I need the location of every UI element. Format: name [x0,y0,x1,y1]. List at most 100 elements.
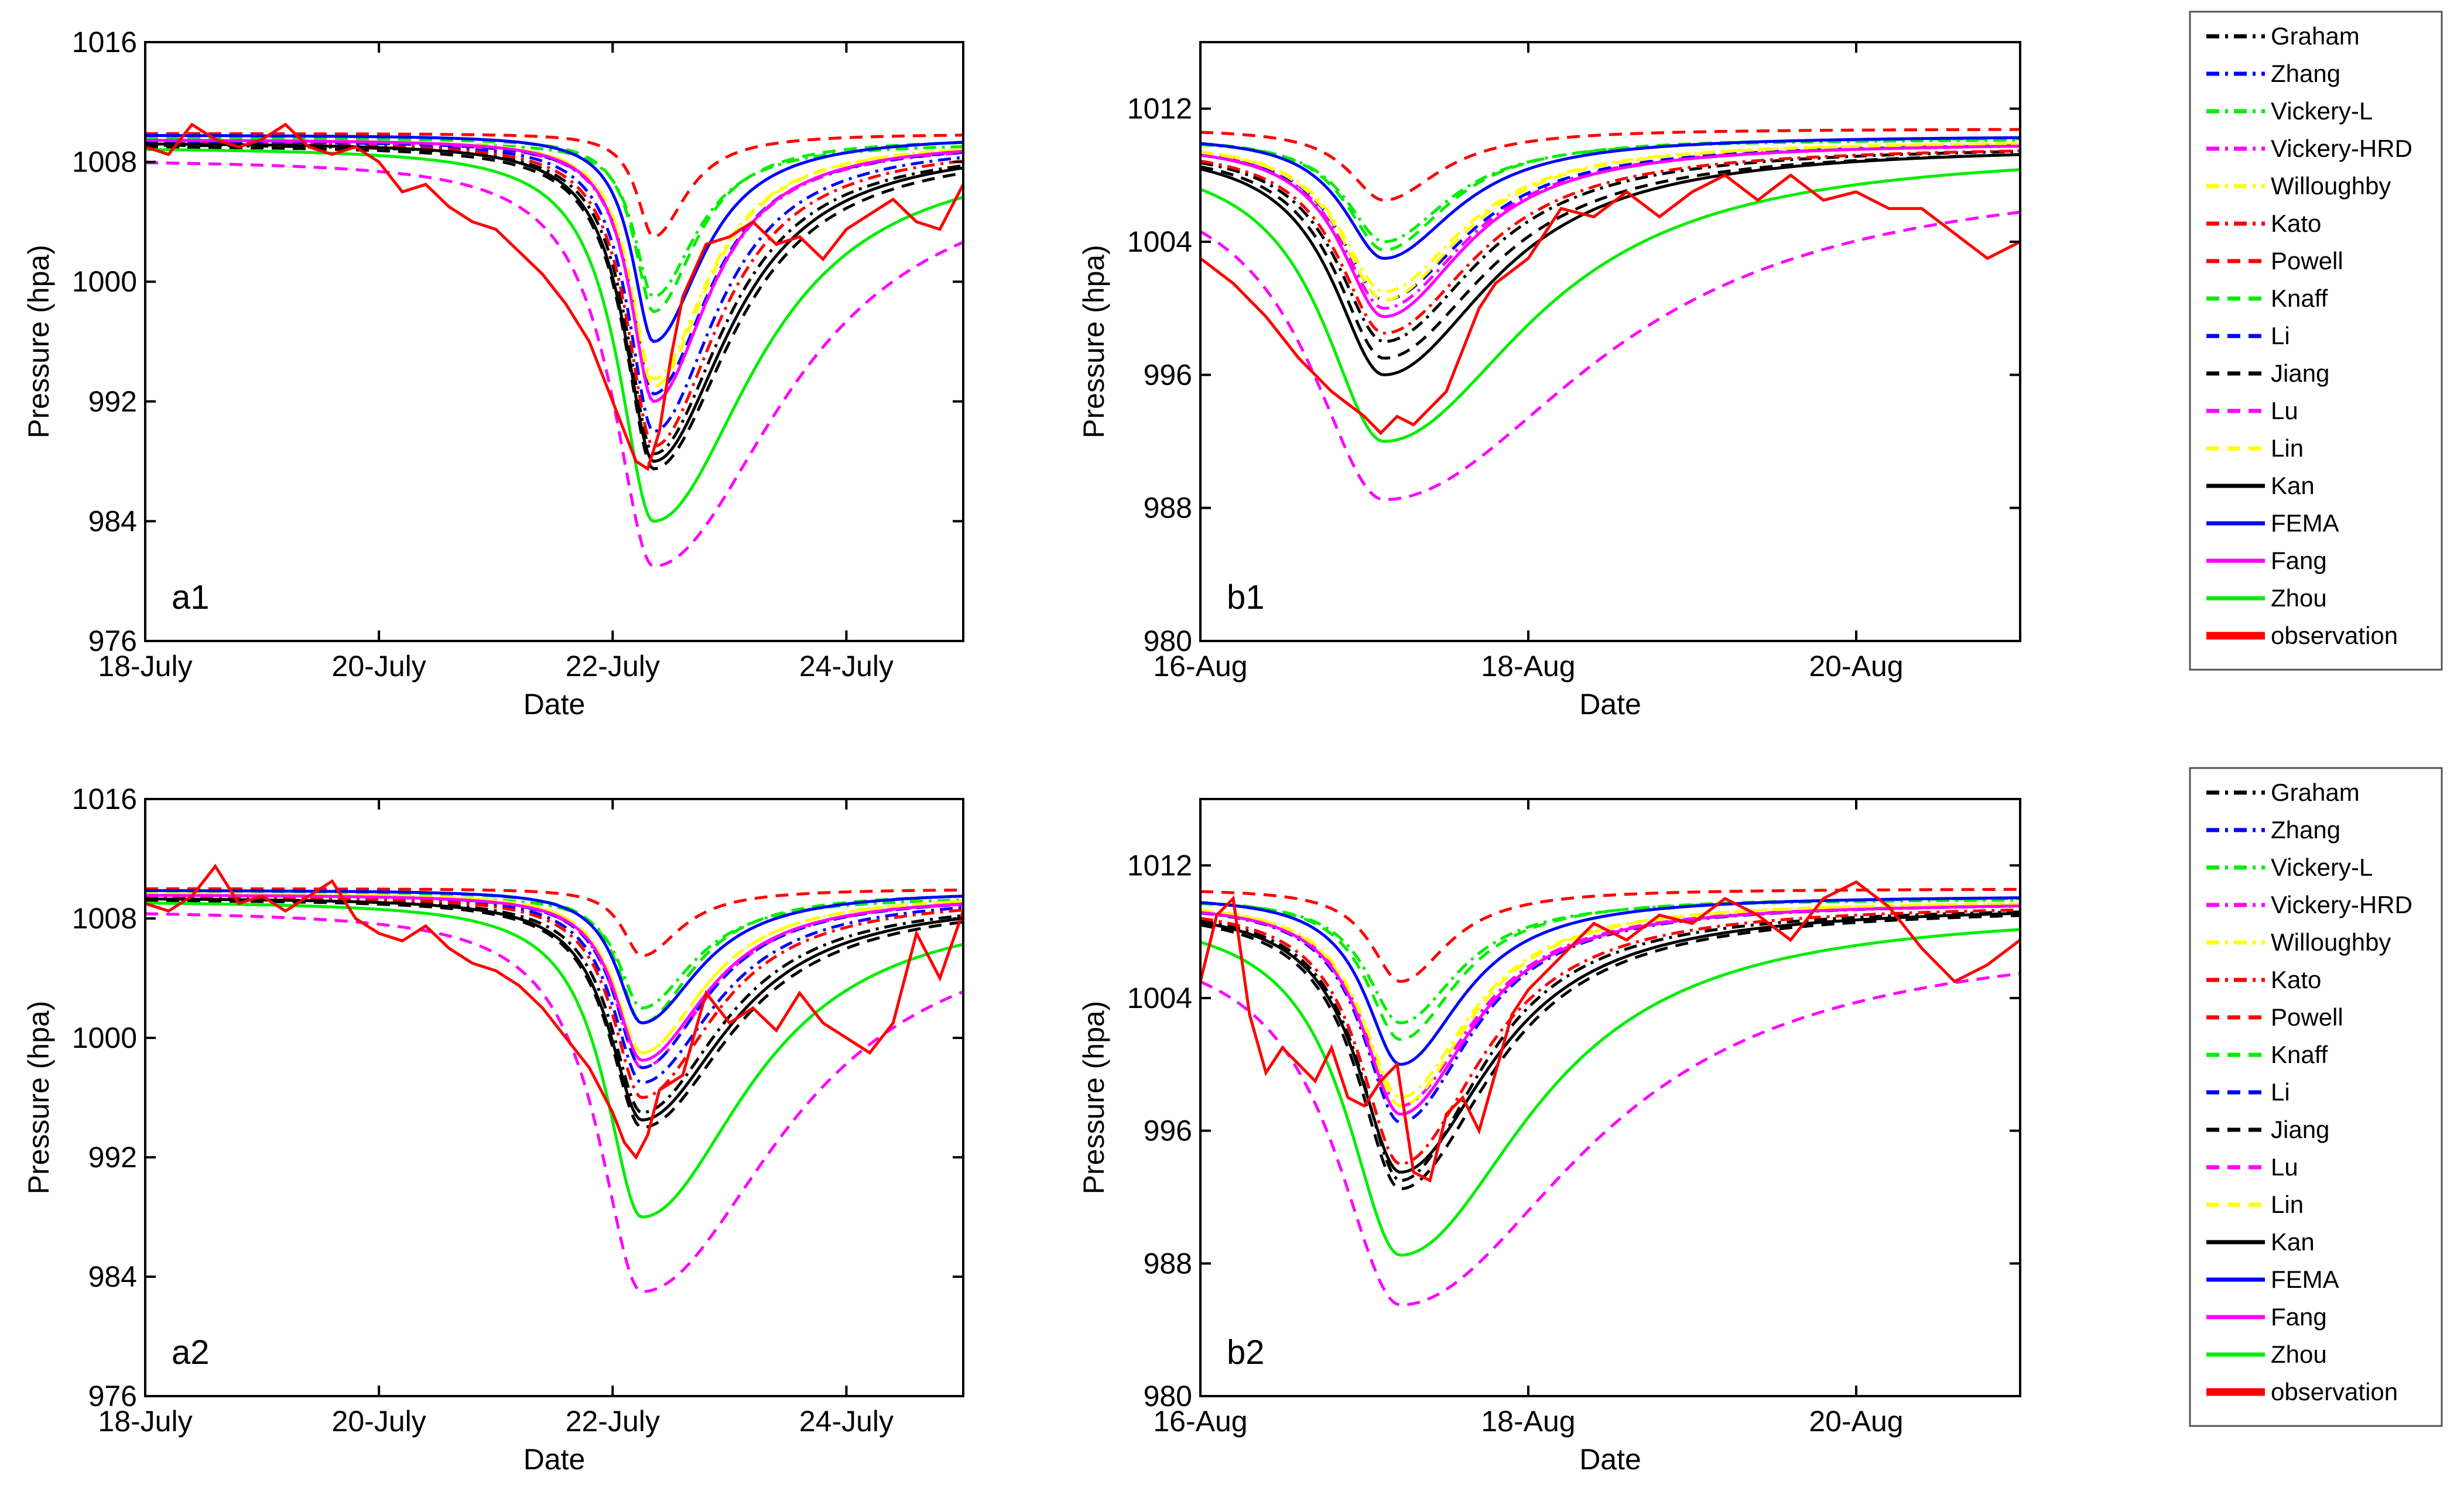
y-tick-label: 1000 [72,265,137,298]
y-axis-label: Pressure (hpa) [1077,1001,1110,1195]
y-tick-label: 1012 [1127,849,1192,882]
y-tick-label: 992 [88,385,137,418]
x-tick-label: 24-July [799,1405,894,1438]
legend-label-knaff: Knaff [2271,284,2328,312]
y-tick-label: 1000 [72,1021,137,1054]
y-tick-label: 984 [88,1260,137,1293]
x-axis-label: Date [1579,688,1641,721]
legend-label-willoughby: Willoughby [2271,172,2391,200]
legend-label-zhou: Zhou [2271,1341,2327,1368]
x-tick-label: 20-July [332,1405,426,1438]
x-tick-label: 18-Aug [1481,1405,1575,1438]
x-tick-label: 18-July [98,650,192,683]
y-tick-label: 988 [1144,492,1192,524]
series-graham [1200,150,2020,344]
series-jiang [145,899,963,1129]
legend-label-kato: Kato [2271,966,2321,993]
y-tick-label: 984 [88,505,137,537]
panel-label: b2 [1227,1333,1265,1372]
y-tick-label: 1012 [1127,92,1192,125]
series-zhou [145,901,963,1219]
legend-label-vickery-l: Vickery-L [2271,97,2373,125]
legend-label-zhang: Zhang [2271,60,2340,87]
y-tick-label: 1016 [72,783,137,815]
y-tick-label: 980 [1144,1380,1192,1413]
x-tick-label: 16-Aug [1153,1405,1247,1438]
series-li [145,140,963,396]
series-li [1200,904,2020,1116]
x-tick-label: 18-July [98,1405,192,1438]
y-tick-label: 976 [88,625,137,657]
series-fang [145,893,963,1062]
series-powell [145,887,963,958]
series-zhang [145,140,963,433]
x-tick-label: 24-July [799,650,894,683]
panel-label: a2 [172,1333,210,1372]
legend-label-zhou: Zhou [2271,584,2327,612]
legend-label-li: Li [2271,1078,2290,1106]
y-tick-label: 980 [1144,625,1192,657]
legend-label-kan: Kan [2271,1228,2315,1256]
legend-label-powell: Powell [2271,1003,2343,1031]
x-tick-label: 20-July [332,650,426,683]
series-zhou [145,148,963,523]
panel-b1: 980 988 996 1004 1012 16-Aug 18-Aug 20-Aug Date P… [1077,41,2021,721]
legend-label-observation: observation [2271,1378,2398,1405]
legend-label-vickery-hrd: Vickery-HRD [2271,135,2412,162]
series-graham [145,143,963,455]
x-axis-label: Date [1579,1443,1641,1476]
series-graham [145,897,963,1115]
legend-label-kato: Kato [2271,210,2321,237]
y-tick-label: 996 [1144,358,1192,391]
plot-frame [1199,798,2021,1397]
legend-label-zhang: Zhang [2271,816,2340,844]
legend-label-fema: FEMA [2271,509,2339,537]
legend-2: Graham Zhang Vickery-L Vickery-HRD Willoughb… [2189,767,2443,1427]
series-lu [1200,972,2020,1307]
series-li [145,894,963,1069]
legend-label-kan: Kan [2271,472,2315,499]
legend-label-willoughby: Willoughby [2271,928,2391,956]
series-zhang [1200,904,2020,1124]
legend-label-lin: Lin [2271,1191,2304,1218]
series-vickery-l [1200,138,2020,244]
x-tick-label: 16-Aug [1153,650,1247,683]
series-fang [1200,145,2020,318]
series-observation [145,122,963,471]
series-lin [145,892,963,1055]
panel-a1: 976 984 992 1000 1008 1016 18-July 20-July 22-Ju… [22,26,964,721]
series-jiang [145,145,963,471]
series-fema [145,889,963,1025]
y-tick-label: 1008 [72,902,137,935]
plot-frame [144,798,964,1397]
x-tick-label: 18-Aug [1481,650,1575,683]
y-tick-label: 988 [1144,1247,1192,1280]
series-powell [145,132,963,239]
y-axis-label: Pressure (hpa) [22,1001,55,1195]
series-graham [1200,910,2020,1182]
series-kan [145,142,963,463]
x-axis-label: Date [523,688,586,721]
series-lu [145,161,963,568]
legend-label-fang: Fang [2271,1303,2327,1331]
series-fema [145,134,963,344]
series-zhou [1200,168,2020,443]
legend-label-powell: Powell [2271,247,2343,275]
series-kato [145,142,963,448]
series-observation [1200,173,2020,436]
x-tick-label: 22-July [566,650,660,683]
series-fang [1200,904,2020,1116]
series-fema [1200,136,2020,260]
legend-label-lu: Lu [2271,397,2298,424]
series-fema [1200,896,2020,1066]
series-kan [145,897,963,1122]
y-tick-label: 992 [88,1141,137,1174]
x-tick-label: 22-July [566,1405,660,1438]
series-kato [1200,908,2020,1165]
series-kan [1200,153,2020,376]
legend-label-vickery-hrd: Vickery-HRD [2271,891,2412,918]
series-knaff [1200,137,2020,252]
legend-label-lu: Lu [2271,1153,2298,1181]
y-axis-label: Pressure (hpa) [1077,245,1110,438]
